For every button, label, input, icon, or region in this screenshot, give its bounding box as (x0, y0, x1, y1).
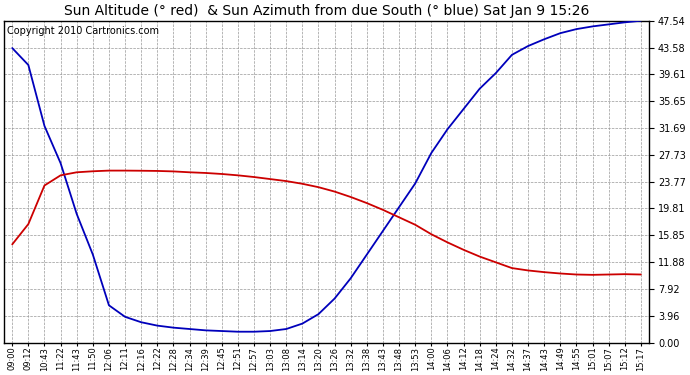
Text: Copyright 2010 Cartronics.com: Copyright 2010 Cartronics.com (8, 26, 159, 36)
Title: Sun Altitude (° red)  & Sun Azimuth from due South (° blue) Sat Jan 9 15:26: Sun Altitude (° red) & Sun Azimuth from … (64, 4, 589, 18)
